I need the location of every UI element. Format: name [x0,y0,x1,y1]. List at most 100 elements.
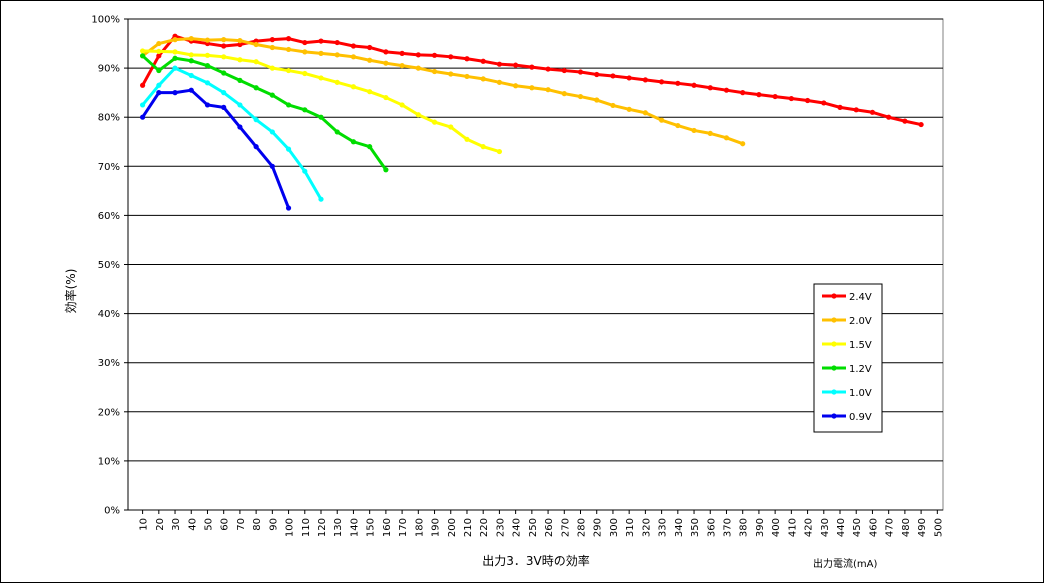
data-point [642,110,648,116]
x-tick-label: 80 [252,518,263,531]
data-point [918,121,924,128]
data-point [837,104,843,110]
x-tick-label: 50 [203,518,214,531]
x-tick-label: 100 [285,518,296,537]
data-point [139,102,146,108]
data-point [302,39,308,46]
data-point [285,46,292,53]
data-point [221,43,227,49]
x-tick-label: 490 [917,518,928,537]
x-tick-label: 350 [690,518,701,537]
data-point [269,65,275,71]
x-tick-label: 110 [301,518,312,537]
x-tick-label: 410 [787,518,798,537]
x-tick-label: 440 [836,518,847,537]
data-point [529,85,535,91]
x-tick-label: 260 [544,518,555,537]
legend-label: 2.4V [849,292,872,303]
data-point [237,124,243,130]
data-point [545,87,551,93]
data-point [318,38,324,44]
legend-item: 2.0V [822,316,872,327]
data-point [334,52,340,58]
x-tick-label: 130 [333,518,344,537]
x-tick-label: 220 [479,518,490,537]
y-tick-label: 80% [98,113,120,124]
data-point [237,102,243,108]
x-tick-label: 190 [431,518,442,537]
x-tick-label: 60 [220,518,231,531]
data-point [221,90,227,96]
data-point [302,70,308,77]
legend-swatch-marker [831,293,837,299]
data-point [399,102,405,108]
data-point [772,93,778,100]
data-point [350,139,357,145]
x-tick-label: 450 [852,518,863,537]
data-point [172,55,178,61]
legend-label: 2.0V [849,316,872,327]
y-axis-title: 効率(%) [63,269,78,314]
data-point [431,119,438,125]
data-point [626,75,632,81]
data-point [318,114,324,120]
x-axis-unit-label: 出力電流(mA) [813,557,877,570]
data-point [788,95,794,102]
x-tick-label: 10 [139,518,150,531]
series-layer [139,33,924,211]
data-point [869,109,876,115]
data-point [334,79,340,85]
x-tick-label: 230 [495,518,506,537]
legend-box [813,283,883,433]
data-point [253,117,259,123]
x-tick-label: 160 [382,518,393,537]
x-tick-label: 470 [885,518,896,537]
data-point [610,102,616,109]
data-point [188,72,194,79]
x-tick-label: 250 [528,518,539,537]
data-point [188,52,194,58]
data-point [253,41,259,48]
x-tick-label: 390 [755,518,766,537]
data-point [659,117,665,123]
x-axis-title: 出力3．3V時の効率 [482,553,589,568]
data-point [464,136,470,142]
y-tick-label: 0% [104,506,120,517]
x-tick-label: 430 [820,518,831,537]
data-point [237,57,243,63]
data-point [204,102,211,108]
series-2.4V [139,33,924,128]
series-0.9V [139,87,292,211]
x-tick-label: 370 [722,518,733,537]
y-tick-label: 10% [98,456,120,467]
data-point [221,104,227,110]
data-point [707,85,713,91]
legend-swatch-marker [831,389,837,395]
x-tick-label: 380 [739,518,750,537]
data-point [513,62,519,68]
y-tick-label: 100% [91,15,120,26]
x-tick-label: 420 [804,518,815,537]
data-point [480,144,486,150]
data-point [318,50,324,56]
x-tick-label: 90 [268,518,279,531]
data-point [285,205,292,211]
legend-swatch-marker [831,365,837,371]
series-line [141,88,290,209]
data-point [740,141,746,147]
x-tick-label: 20 [155,518,166,531]
data-point [334,39,340,46]
series-1.5V [139,48,503,155]
data-point [642,77,648,83]
series-line [141,54,388,171]
legend: 2.4V 2.0V 1.5V 1.2V 1.0V 0.9V [813,283,883,433]
data-point [285,67,292,74]
data-point [139,53,146,59]
x-tick-label: 120 [317,518,328,537]
data-point [269,163,275,169]
data-point [253,144,259,150]
y-tick-label: 70% [98,162,120,173]
legend-item: 1.0V [822,388,872,399]
series-1.2V [139,53,389,173]
